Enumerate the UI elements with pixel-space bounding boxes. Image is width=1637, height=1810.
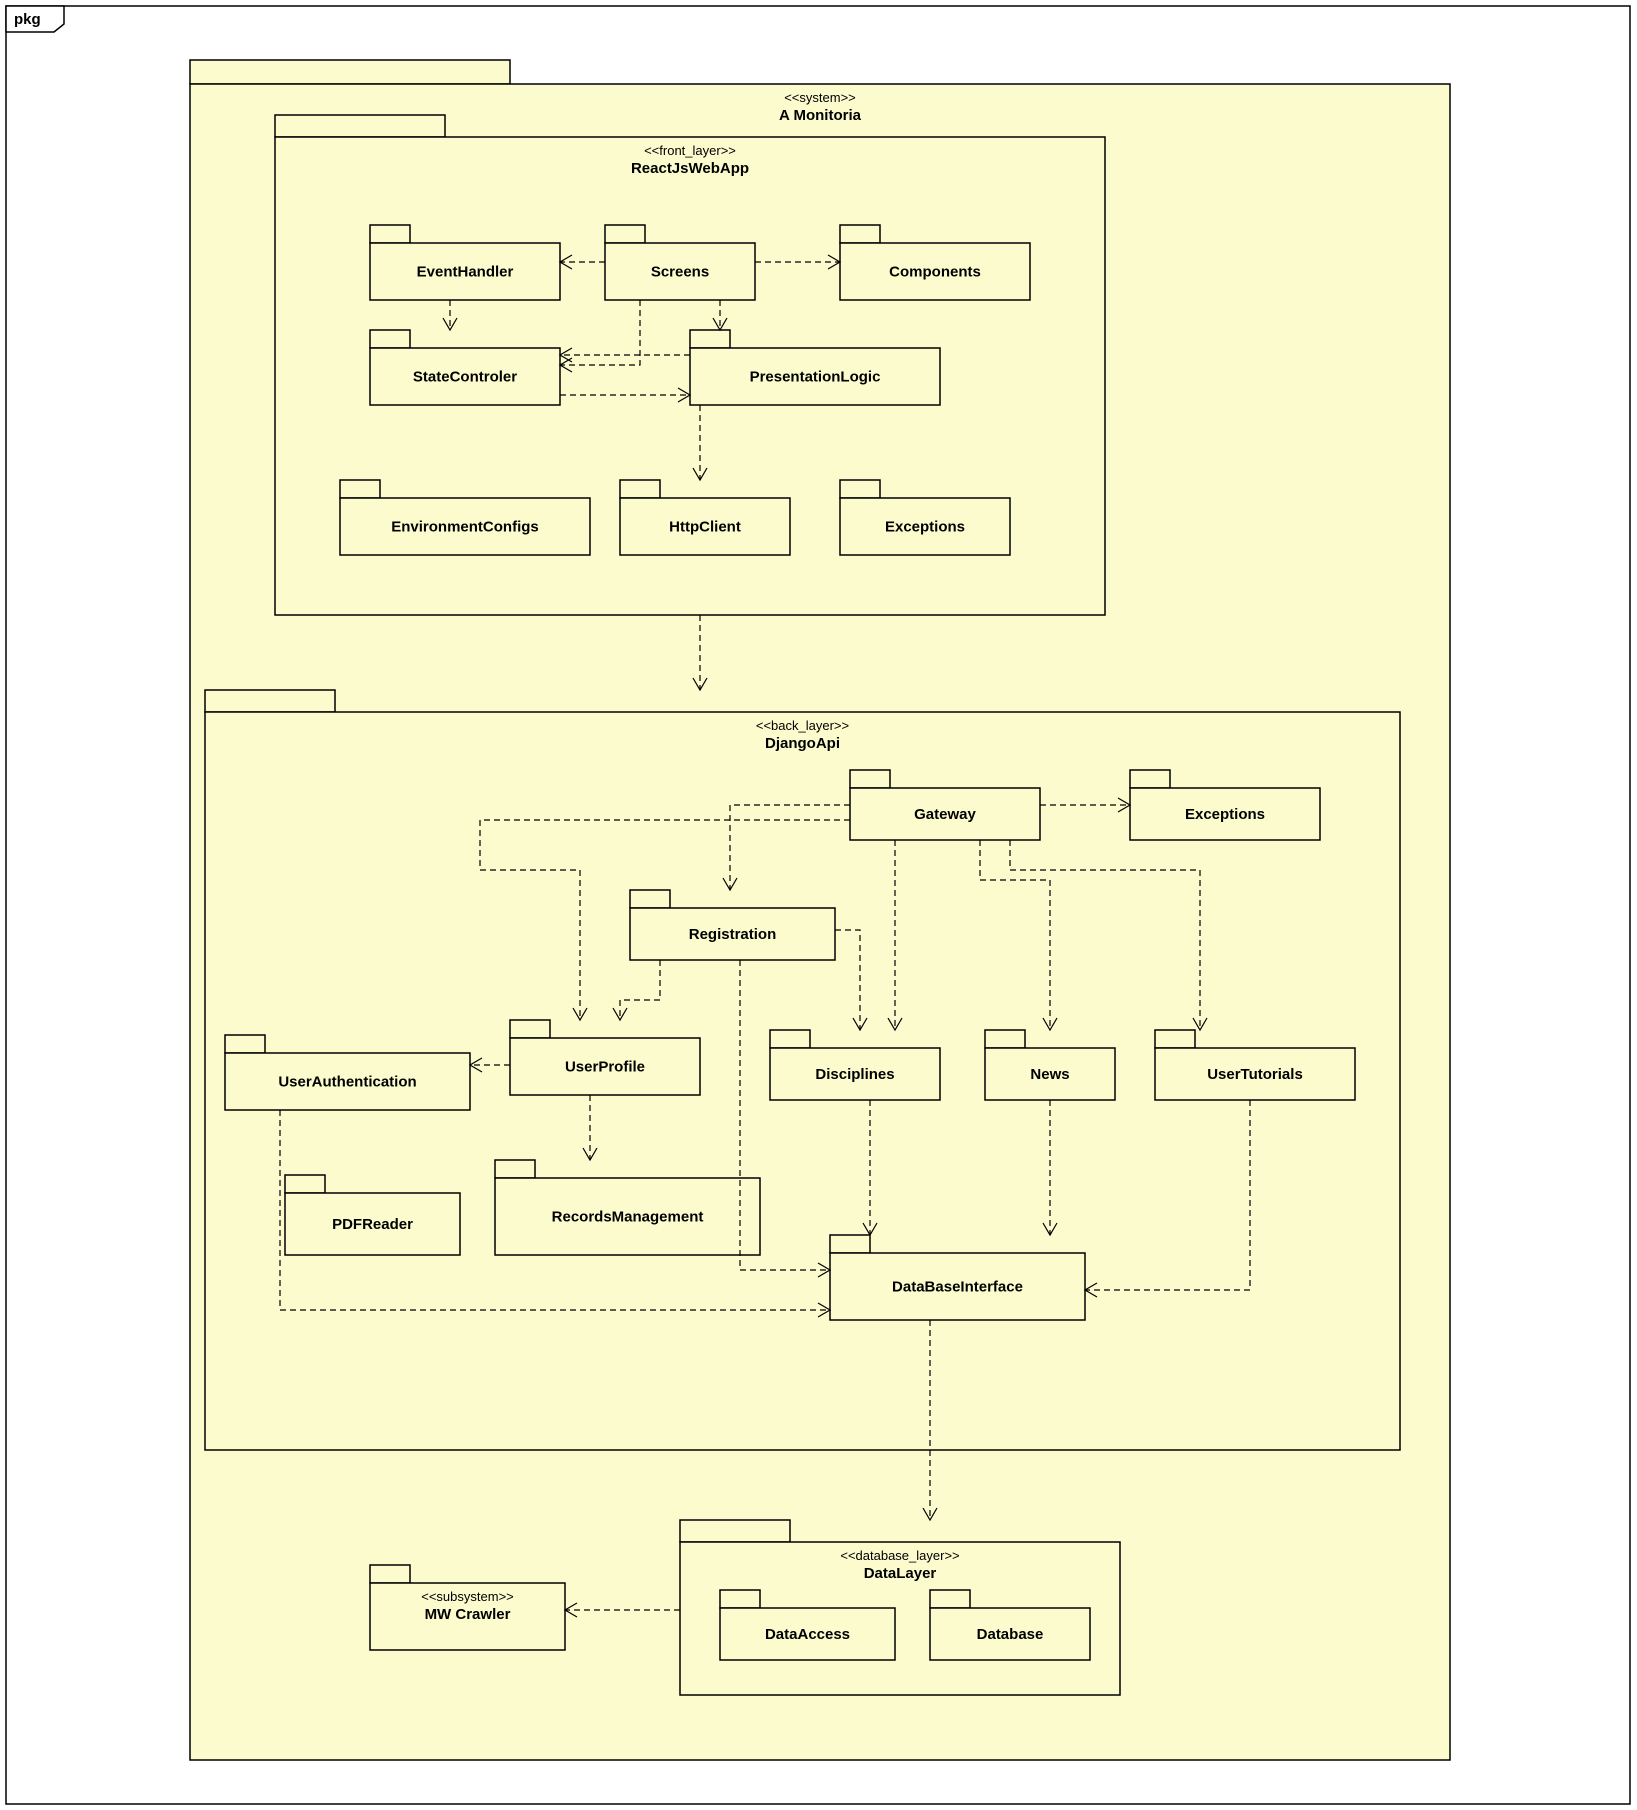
svg-text:Screens: Screens bbox=[651, 264, 709, 281]
svg-text:PDFReader: PDFReader bbox=[332, 1216, 413, 1233]
svg-text:DjangoApi: DjangoApi bbox=[765, 735, 840, 752]
svg-text:PresentationLogic: PresentationLogic bbox=[750, 369, 881, 386]
svg-text:HttpClient: HttpClient bbox=[669, 519, 741, 536]
svg-text:EventHandler: EventHandler bbox=[417, 264, 514, 281]
svg-text:UserProfile: UserProfile bbox=[565, 1059, 645, 1076]
svg-text:Components: Components bbox=[889, 264, 981, 281]
svg-text:MW Crawler: MW Crawler bbox=[425, 1606, 511, 1623]
svg-text:DataLayer: DataLayer bbox=[864, 1565, 937, 1582]
svg-text:RecordsManagement: RecordsManagement bbox=[552, 1209, 704, 1226]
svg-text:EnvironmentConfigs: EnvironmentConfigs bbox=[391, 519, 539, 536]
svg-text:Exceptions: Exceptions bbox=[885, 519, 965, 536]
svg-text:<<subsystem>>: <<subsystem>> bbox=[421, 1589, 514, 1604]
svg-text:<<back_layer>>: <<back_layer>> bbox=[756, 718, 849, 733]
svg-text:<<system>>: <<system>> bbox=[784, 90, 856, 105]
svg-text:Database: Database bbox=[977, 1626, 1044, 1643]
svg-text:StateControler: StateControler bbox=[413, 369, 517, 386]
svg-text:Gateway: Gateway bbox=[914, 806, 976, 823]
svg-text:A Monitoria: A Monitoria bbox=[779, 107, 862, 124]
svg-text:ReactJsWebApp: ReactJsWebApp bbox=[631, 160, 749, 177]
svg-text:pkg: pkg bbox=[14, 11, 41, 28]
uml-package-diagram: pkg <<system>> A Monitoria <<front_layer>> R… bbox=[0, 0, 1637, 1810]
svg-text:UserAuthentication: UserAuthentication bbox=[278, 1074, 416, 1091]
svg-text:<<database_layer>>: <<database_layer>> bbox=[840, 1548, 959, 1563]
svg-text:Exceptions: Exceptions bbox=[1185, 806, 1265, 823]
svg-text:UserTutorials: UserTutorials bbox=[1207, 1066, 1303, 1083]
svg-text:<<front_layer>>: <<front_layer>> bbox=[644, 143, 736, 158]
svg-text:News: News bbox=[1030, 1066, 1069, 1083]
svg-text:DataAccess: DataAccess bbox=[765, 1626, 850, 1643]
svg-text:Registration: Registration bbox=[689, 926, 777, 943]
svg-text:DataBaseInterface: DataBaseInterface bbox=[892, 1279, 1023, 1296]
svg-text:Disciplines: Disciplines bbox=[815, 1066, 894, 1083]
